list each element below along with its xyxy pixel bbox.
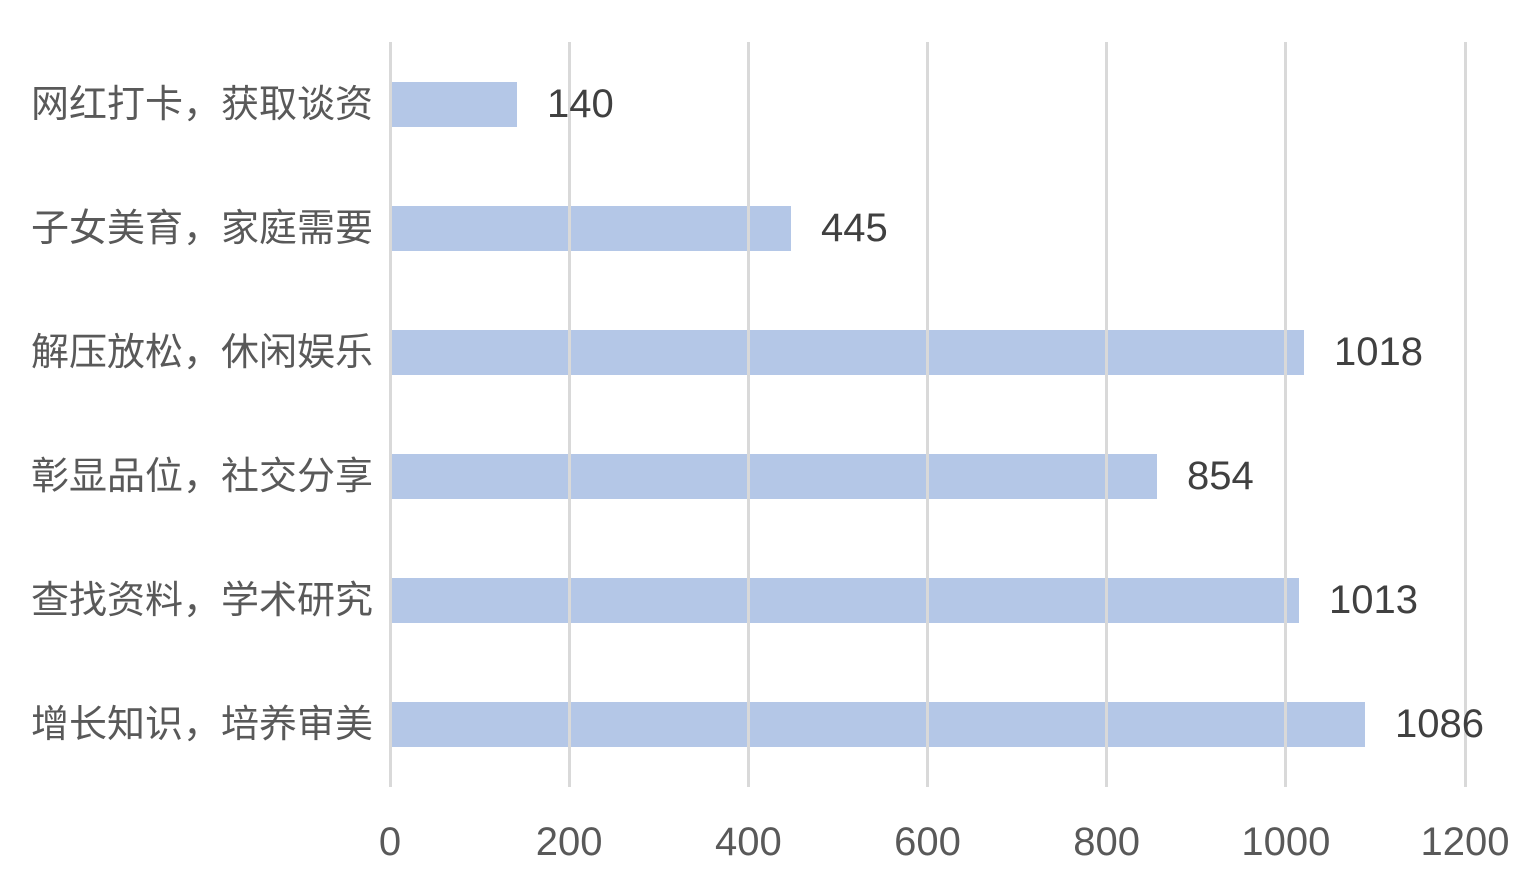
x-tick-label: 400	[714, 820, 782, 864]
value-label: 854	[1187, 454, 1254, 498]
x-tick-label: 1000	[1241, 820, 1331, 864]
gridline	[1463, 42, 1467, 787]
gridline	[926, 42, 929, 787]
gridline	[1284, 42, 1288, 787]
x-tick-label: 0	[378, 820, 402, 864]
category-label: 彰显品位，社交分享	[30, 456, 373, 498]
category-label: 查找资料，学术研究	[30, 580, 373, 622]
x-tick-label: 1200	[1420, 820, 1510, 864]
value-label: 1018	[1334, 330, 1423, 374]
value-label: 445	[821, 206, 888, 250]
value-label: 1013	[1329, 578, 1418, 622]
gridline	[388, 42, 392, 787]
x-tick-label: 200	[535, 820, 603, 864]
bar	[392, 454, 1157, 499]
value-label: 140	[547, 82, 614, 126]
gridline	[1105, 42, 1109, 787]
x-tick-label: 600	[894, 820, 961, 864]
gridline	[567, 42, 571, 787]
category-label: 解压放松，休闲娱乐	[30, 332, 373, 374]
bar	[392, 702, 1365, 747]
gridline	[746, 42, 750, 787]
bar	[392, 330, 1304, 375]
category-label: 网红打卡，获取谈资	[30, 84, 373, 126]
category-label: 子女美育，家庭需要	[30, 208, 373, 250]
bar	[392, 578, 1299, 623]
category-label: 增长知识，培养审美	[30, 704, 373, 746]
plot-area	[388, 42, 1467, 787]
bar	[392, 206, 791, 251]
x-tick-label: 800	[1073, 820, 1141, 864]
value-label: 1086	[1395, 702, 1484, 746]
bar	[392, 82, 517, 127]
